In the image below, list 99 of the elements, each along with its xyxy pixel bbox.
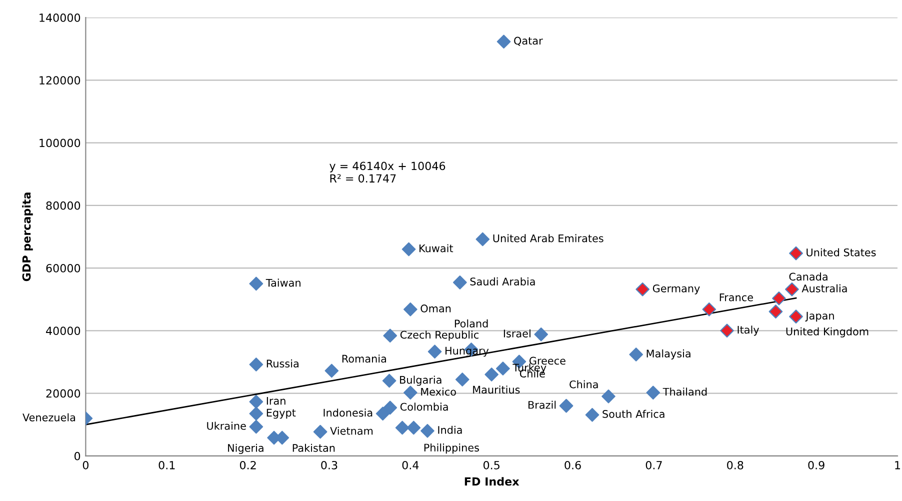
point (646, 386, 660, 400)
point (382, 374, 396, 388)
point (403, 302, 418, 316)
x-tick-label: 0.7 (646, 460, 662, 470)
point (785, 282, 799, 296)
point (789, 310, 803, 324)
point (720, 324, 734, 338)
y-tick-label: 100000 (40, 138, 80, 148)
annotation: Germany (652, 284, 700, 294)
annotation: Vietnam (330, 426, 373, 435)
y-tick-label: 80000 (46, 201, 80, 210)
point (383, 328, 398, 343)
annotation: Nigeria (228, 444, 264, 454)
annotation: Mauritius (473, 386, 520, 394)
annotation: Malaysia (646, 349, 690, 360)
point (402, 242, 416, 256)
point (476, 232, 490, 246)
point (249, 394, 264, 409)
annotation: Kuwait (420, 244, 454, 252)
y-tick-label: 140000 (40, 14, 80, 22)
point (249, 276, 264, 291)
point (406, 420, 421, 435)
point (602, 389, 616, 404)
y-tick-label: 0 (74, 452, 80, 460)
x-tick-label: 0.3 (321, 460, 338, 470)
point (453, 276, 467, 290)
annotation: Colombia (400, 402, 448, 411)
annotation: Pakistan (292, 444, 335, 452)
annotation: Venezuela (22, 413, 76, 422)
x-axis-title: FD Index (464, 477, 520, 486)
x-tick-label: 0.1 (158, 460, 175, 470)
y-tick-label: 60000 (46, 264, 80, 272)
x-tick-label: 0.2 (240, 460, 256, 470)
annotation: Poland (454, 319, 488, 328)
annotation: Mexico (421, 388, 456, 396)
point (768, 304, 783, 318)
annotation: Taiwan (266, 278, 300, 287)
annotation: Italy (738, 326, 760, 336)
point (702, 302, 716, 316)
point (395, 420, 410, 435)
x-tick-label: 0.8 (727, 460, 744, 470)
y-axis-title: GDP percapita (22, 192, 33, 282)
y-tick-label: 20000 (46, 389, 80, 398)
annotation: Iran (266, 397, 286, 405)
annotation: Thailand (662, 388, 707, 396)
x-tick-label: 0.9 (808, 460, 824, 470)
point (313, 424, 328, 439)
point (420, 424, 434, 438)
annotation: Israel (504, 329, 530, 338)
point (496, 34, 511, 49)
annotation: Russia (266, 359, 298, 368)
point (534, 328, 548, 342)
annotation: Indonesia (324, 408, 372, 417)
annotation: Romania (342, 354, 386, 363)
annotation: Czech Republic (400, 330, 478, 341)
y-tick-label: 40000 (46, 326, 80, 336)
x-tick-label: 0.5 (483, 460, 500, 470)
point (455, 372, 470, 386)
point (324, 364, 339, 378)
annotation: Qatar (514, 36, 543, 46)
point (249, 358, 264, 372)
point (559, 398, 574, 413)
point (428, 344, 442, 359)
annotation: United Arab Emirates (493, 234, 604, 242)
x-tick-label: 0.4 (402, 460, 419, 470)
annotation: South Africa (602, 410, 664, 418)
point (376, 406, 390, 421)
annotation: Saudi Arabia (470, 277, 535, 286)
point (496, 362, 510, 376)
annotation: Canada (789, 272, 828, 281)
annotation: Philippines (424, 444, 479, 454)
annotation: Egypt (266, 408, 296, 419)
annotation: Brazil (528, 400, 556, 409)
annotation: United Kingdom (786, 327, 868, 338)
point (249, 406, 264, 421)
annotation: Bulgaria (400, 376, 442, 386)
point (484, 368, 499, 382)
annotation: France (720, 294, 753, 302)
annotation: India (438, 426, 462, 434)
annotation: China (570, 380, 598, 388)
annotation: Oman (420, 304, 451, 312)
point (383, 400, 398, 415)
x-tick-label: 0 (82, 460, 88, 470)
annotation: Greece (530, 356, 566, 365)
x-tick-label: 0.6 (564, 460, 581, 470)
y-tick-label: 120000 (40, 76, 80, 85)
annotation: Japan (805, 312, 834, 322)
point (403, 386, 418, 400)
x-tick-label: 1 (895, 461, 900, 470)
point (772, 291, 786, 306)
annotation: United States (806, 248, 876, 256)
point (636, 282, 650, 296)
annotation: Ukraine (207, 422, 246, 430)
annotation: Australia (802, 284, 847, 292)
point (249, 420, 264, 434)
point (789, 246, 803, 260)
annotation: y = 46140x + 10046 R² = 0.1747 (330, 162, 446, 183)
point (629, 348, 644, 362)
point (585, 408, 600, 422)
